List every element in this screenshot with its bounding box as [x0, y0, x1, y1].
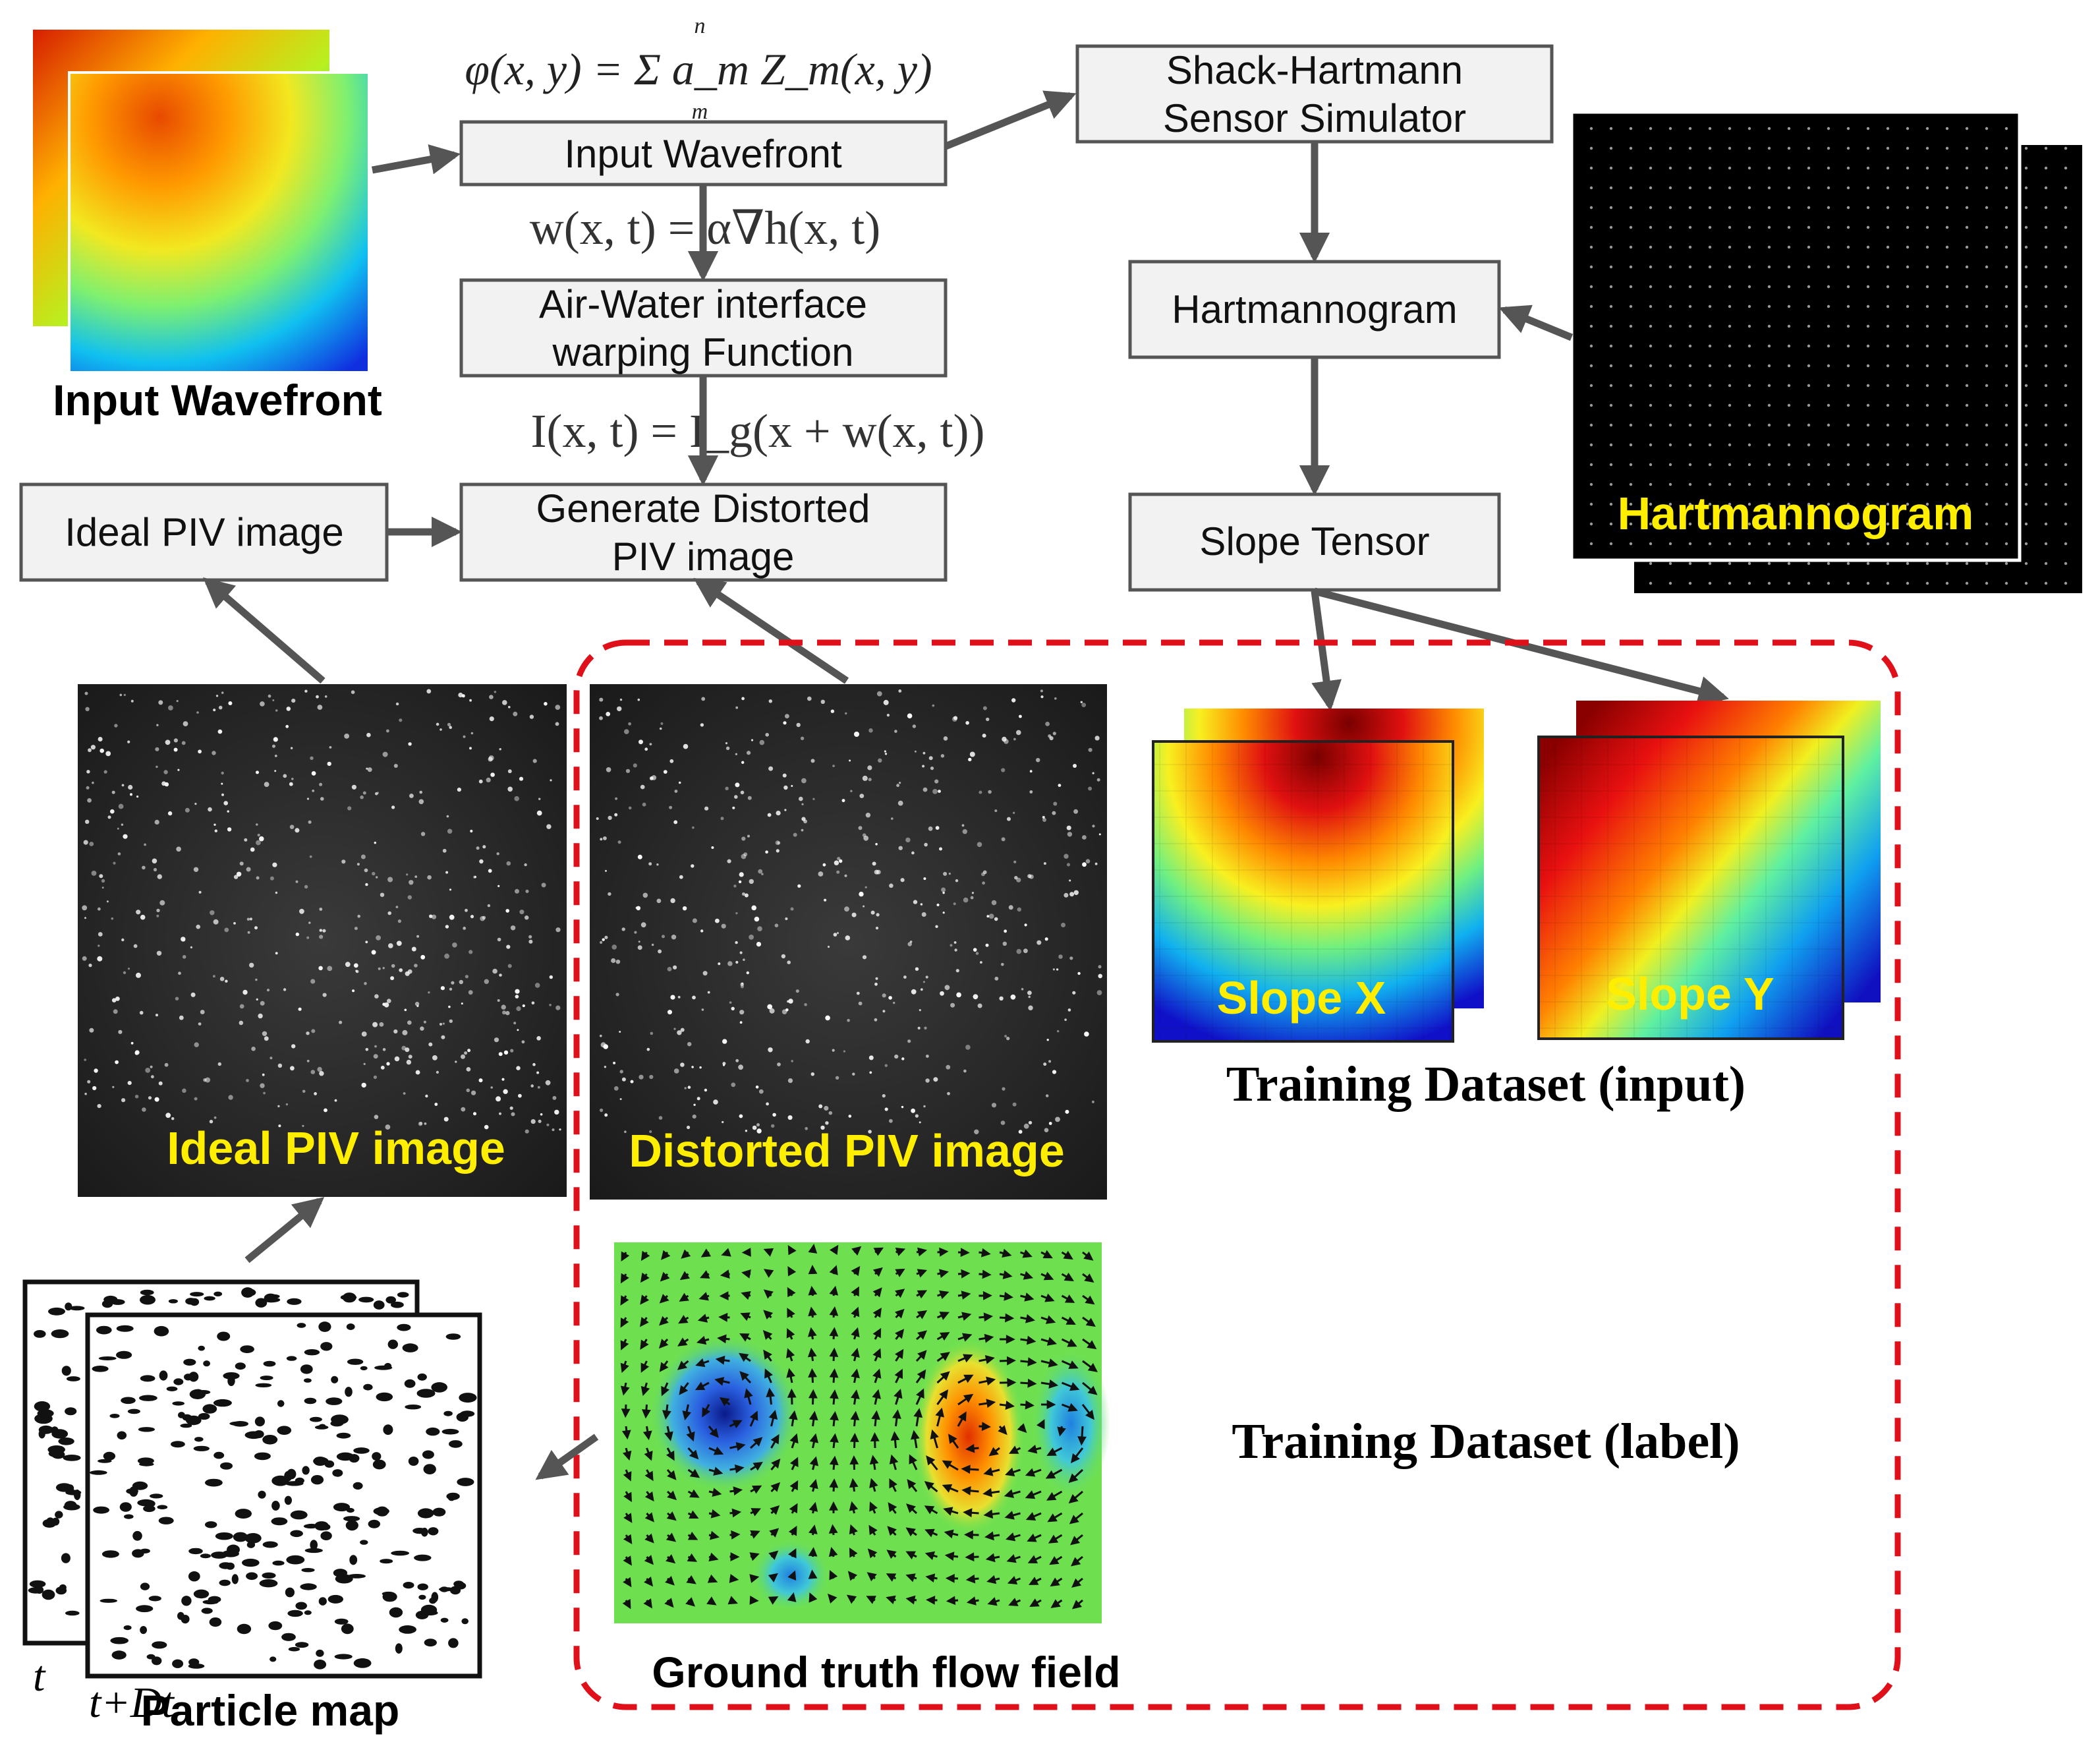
- zernike-sum-top: n: [695, 14, 706, 38]
- input-wavefront-image: [33, 30, 370, 374]
- arrow-idealimg-to-box: [203, 577, 326, 684]
- training-input-caption: Training Dataset (input): [1226, 1057, 1745, 1112]
- hartmannogram-box: Hartmannogram: [1128, 260, 1501, 359]
- arrow-distortedimg-to-box: [693, 577, 849, 684]
- frame-t-label: t: [33, 1652, 46, 1700]
- input-wavefront-box-label: Input Wavefront: [564, 132, 842, 176]
- particle-map-image: [22, 1279, 482, 1679]
- ideal-piv-image-label: Ideal PIV image: [167, 1122, 505, 1174]
- intensity-equation: I(x, t) = I_g(x + w(x, t)): [530, 405, 984, 457]
- air-water-box-label-1: Air-Water interface: [539, 282, 867, 326]
- generate-box-label-1: Generate Distorted: [536, 486, 870, 531]
- zernike-equation: φ(x, y) = Σ a_m Z_m(x, y) n m: [465, 14, 932, 124]
- air-water-box: Air-Water interface warping Function: [459, 278, 948, 378]
- zernike-sum-bottom: m: [692, 100, 708, 124]
- ideal-piv-box-label: Ideal PIV image: [65, 510, 344, 554]
- input-wavefront-box: Input Wavefront: [459, 120, 948, 187]
- slope-y-label: Slope Y: [1606, 968, 1774, 1020]
- arrow-wavefront-to-box: [372, 144, 461, 175]
- shack-box-label-1: Shack-Hartmann: [1166, 48, 1463, 92]
- ideal-piv-image: [78, 684, 567, 1197]
- arrow-image-to-hartmannogram: [1498, 304, 1574, 341]
- slope-x-image: [1152, 709, 1484, 1043]
- generate-box-label-2: PIV image: [612, 535, 795, 579]
- slope-tensor-box: Slope Tensor: [1128, 492, 1501, 592]
- ground-truth-flow-image: [614, 1242, 1110, 1623]
- arrow-input-to-shack: [944, 90, 1077, 150]
- arrow-slope-to-slopex: [1311, 591, 1342, 712]
- slope-x-label: Slope X: [1217, 972, 1386, 1024]
- air-water-box-label-2: warping Function: [552, 330, 854, 374]
- hartmannogram-box-label: Hartmannogram: [1172, 287, 1458, 332]
- frame-t-dt-label: t+Dt: [89, 1679, 175, 1727]
- arrow-particle-to-ideal: [244, 1197, 325, 1263]
- particle-map-caption: Particle map: [141, 1686, 400, 1735]
- training-label-caption: Training Dataset (label): [1232, 1414, 1740, 1469]
- shack-box-label-2: Sensor Simulator: [1163, 96, 1466, 140]
- hartmannogram-image: [1570, 110, 2082, 593]
- ground-truth-caption: Ground truth flow field: [652, 1648, 1120, 1696]
- zernike-equation-text: φ(x, y) = Σ a_m Z_m(x, y): [465, 44, 932, 94]
- slope-tensor-box-label: Slope Tensor: [1199, 519, 1429, 564]
- input-wavefront-caption: Input Wavefront: [53, 376, 382, 424]
- distorted-piv-image: [590, 684, 1107, 1200]
- shack-hartmann-box: Shack-Hartmann Sensor Simulator: [1075, 44, 1554, 144]
- hartmannogram-image-label: Hartmannogram: [1618, 488, 1974, 539]
- distorted-piv-image-label: Distorted PIV image: [629, 1125, 1064, 1176]
- generate-distorted-box: Generate Distorted PIV image: [459, 482, 948, 582]
- slope-y-image: [1537, 701, 1881, 1040]
- arrow-flow-to-particle: [535, 1434, 599, 1480]
- ideal-piv-box: Ideal PIV image: [19, 482, 389, 582]
- training-dataset-region: [573, 639, 1901, 1710]
